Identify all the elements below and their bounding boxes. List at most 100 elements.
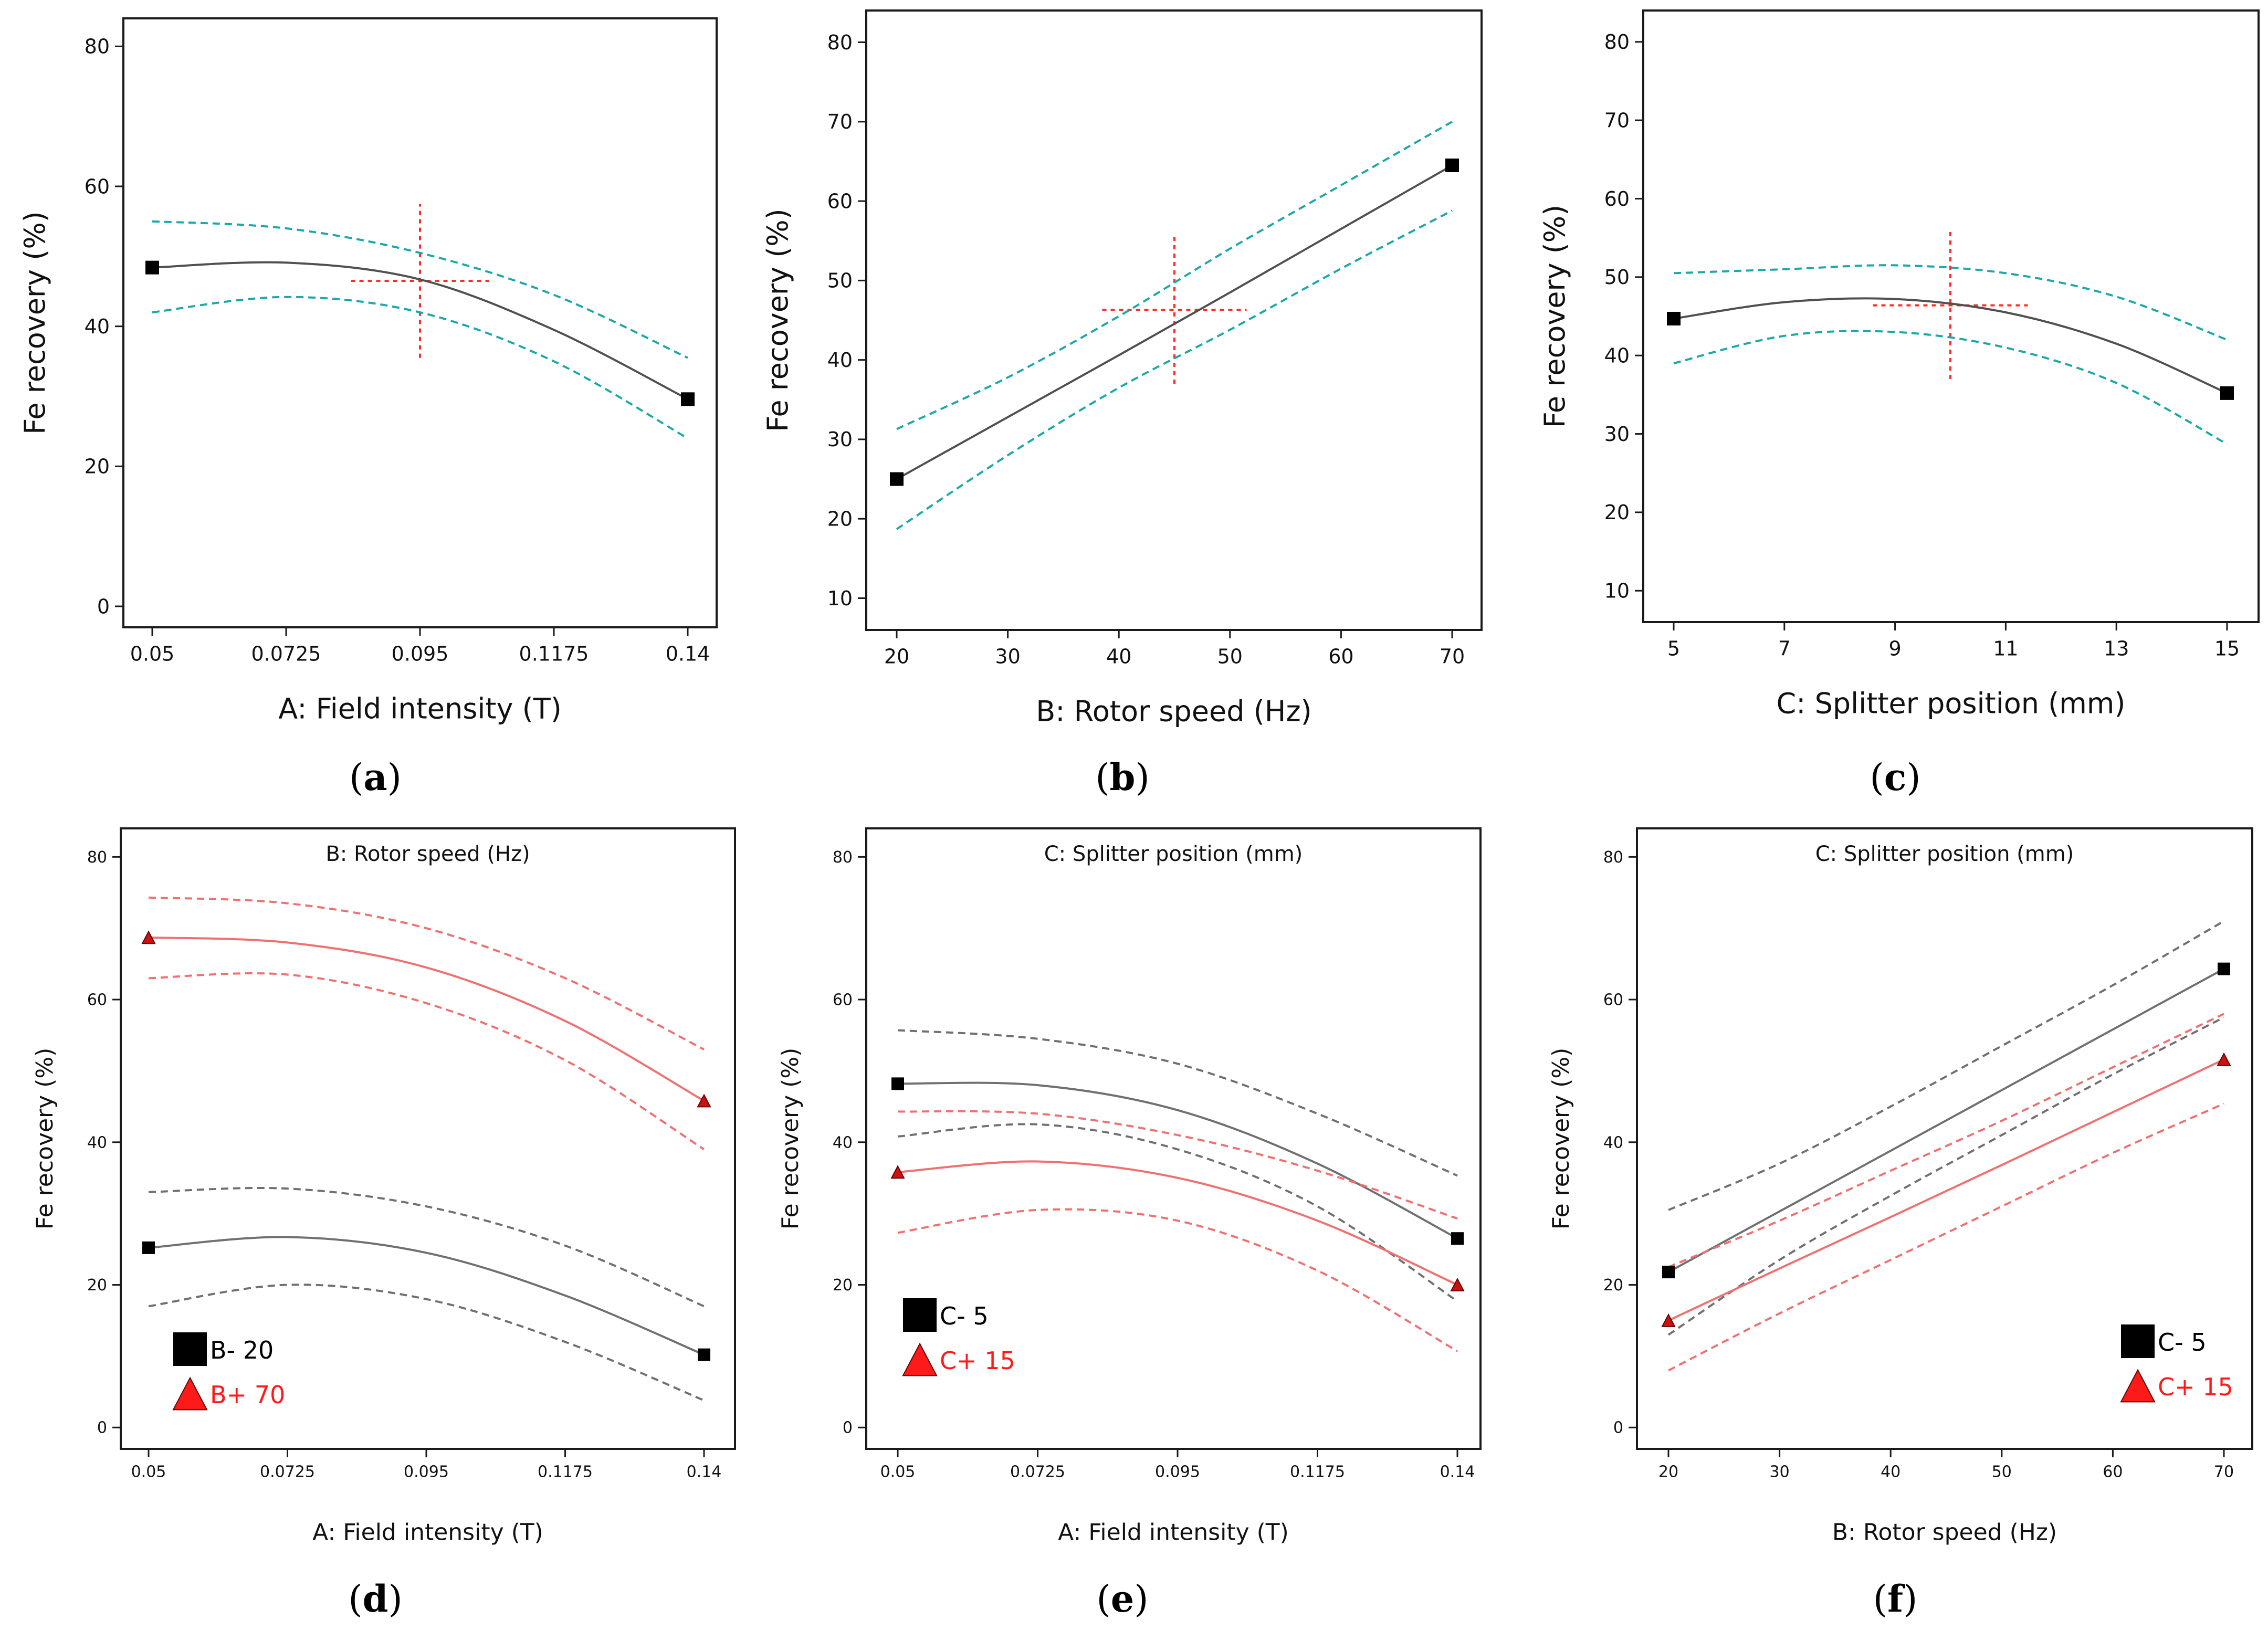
y-tick-label: 60 bbox=[85, 175, 110, 198]
chart-panel-f: 0 20 40 60 80 20 30 40 50 60 70 B: Rotor speed (Hz)… bbox=[1548, 827, 2253, 1546]
data-point-square bbox=[2220, 386, 2234, 400]
series-line-upper-95-ci bbox=[1673, 264, 2228, 341]
crosshair bbox=[1102, 233, 1247, 384]
y-axis-title: Fe recovery (%) bbox=[1538, 205, 1571, 428]
x-tick-label: 40 bbox=[1881, 1463, 1900, 1481]
series-line-lower-95-ci bbox=[896, 209, 1453, 530]
series-line-b-70 bbox=[148, 936, 705, 1102]
x-tick-label: 0.095 bbox=[1155, 1463, 1200, 1481]
x-tick-label: 70 bbox=[2214, 1463, 2234, 1481]
x-axis-title: B: Rotor speed (Hz) bbox=[1832, 1519, 2057, 1546]
series-line-lower-95-ci bbox=[152, 296, 688, 439]
x-tick-label: 0.095 bbox=[392, 643, 449, 666]
y-tick-label: 80 bbox=[1604, 30, 1630, 54]
y-tick-label: 40 bbox=[85, 315, 110, 338]
y-tick-label: 80 bbox=[827, 31, 853, 54]
x-tick-label: 30 bbox=[1770, 1463, 1790, 1481]
series-line-c-5 bbox=[1668, 968, 2224, 1273]
data-point-square bbox=[891, 1077, 904, 1090]
data-point-square bbox=[890, 472, 904, 486]
chart-panel-b: 10 20 30 40 50 60 70 80 20 30 40 50 60 70 B: Rotor spe… bbox=[761, 9, 1483, 728]
data-point-triangle bbox=[890, 1165, 905, 1179]
series-line-c-5-lower-ci bbox=[897, 1123, 1458, 1302]
y-tick-label: 70 bbox=[1604, 109, 1630, 132]
y-tick-label: 80 bbox=[1603, 848, 1623, 867]
legend-marker-square bbox=[173, 1332, 207, 1366]
series-line-b-20 bbox=[148, 1236, 705, 1356]
y-tick-label: 20 bbox=[833, 1276, 853, 1295]
x-tick-label: 0.05 bbox=[880, 1463, 916, 1481]
series-line-prediction bbox=[152, 261, 688, 401]
y-tick-label: 0 bbox=[1613, 1419, 1623, 1437]
y-tick-label: 80 bbox=[833, 848, 853, 867]
x-tick-label: 70 bbox=[1440, 645, 1465, 668]
x-tick-label: 20 bbox=[884, 645, 909, 668]
y-tick-label: 70 bbox=[827, 110, 853, 133]
y-tick-label: 20 bbox=[827, 508, 853, 531]
x-tick-label: 20 bbox=[1658, 1463, 1678, 1481]
y-tick-label: 40 bbox=[833, 1133, 853, 1152]
y-tick-label: 0 bbox=[843, 1419, 853, 1437]
x-tick-label: 0.14 bbox=[1440, 1463, 1475, 1481]
data-point-square bbox=[698, 1348, 710, 1361]
legend-label: C+ 15 bbox=[2158, 1373, 2233, 1401]
y-axis-title: Fe recovery (%) bbox=[1548, 1048, 1574, 1230]
y-axis-title: Fe recovery (%) bbox=[18, 211, 51, 434]
y-tick-label: 60 bbox=[1603, 991, 1623, 1009]
y-tick-label: 30 bbox=[1604, 423, 1630, 446]
legend: B- 20 B+ 70 bbox=[172, 1332, 285, 1411]
x-axis-title: B: Rotor speed (Hz) bbox=[1036, 695, 1312, 728]
series-line-c-5-lower-ci bbox=[1667, 1016, 2224, 1336]
y-axis-title: Fe recovery (%) bbox=[761, 208, 794, 432]
x-tick-label: 9 bbox=[1889, 637, 1902, 660]
plot-frame bbox=[120, 827, 736, 1450]
legend: C- 5 C+ 15 bbox=[902, 1298, 1015, 1376]
series-line-c-15 bbox=[897, 1160, 1458, 1286]
panel-title: B: Rotor speed (Hz) bbox=[326, 842, 530, 866]
x-tick-label: 0.1175 bbox=[1290, 1463, 1345, 1481]
panel-letter-b: (b) bbox=[1095, 755, 1150, 799]
panel-letter-f: (f) bbox=[1873, 1577, 1918, 1621]
series-line-c-5-upper-ci bbox=[1668, 920, 2225, 1211]
series-line-b-20-upper-ci bbox=[148, 1186, 705, 1308]
plot-frame bbox=[865, 827, 1482, 1450]
panel-letter-c: (c) bbox=[1870, 755, 1920, 799]
series-line-c-15-lower-ci bbox=[1668, 1102, 2224, 1372]
y-tick-label: 60 bbox=[827, 190, 853, 213]
crosshair bbox=[351, 204, 489, 358]
legend-marker-triangle bbox=[172, 1376, 208, 1411]
series-line-lower-95-ci bbox=[1673, 330, 2228, 445]
y-tick-label: 50 bbox=[827, 269, 853, 292]
legend-label: C- 5 bbox=[2158, 1328, 2207, 1356]
x-tick-label: 0.0725 bbox=[1010, 1463, 1065, 1481]
x-tick-label: 40 bbox=[1106, 645, 1131, 668]
data-point-triangle bbox=[1661, 1313, 1676, 1327]
panel-letter-e: (e) bbox=[1096, 1577, 1148, 1621]
x-tick-label: 0.0725 bbox=[251, 643, 321, 666]
y-tick-label: 60 bbox=[87, 991, 107, 1009]
x-tick-label: 11 bbox=[1993, 637, 2018, 660]
y-tick-label: 20 bbox=[87, 1276, 107, 1295]
plot-frame bbox=[1636, 827, 2253, 1450]
plot-frame bbox=[1642, 9, 2260, 623]
x-tick-label: 0.1175 bbox=[538, 1463, 593, 1481]
y-tick-label: 30 bbox=[827, 428, 853, 451]
series-line-c-5 bbox=[897, 1081, 1458, 1239]
data-point-square bbox=[1662, 1266, 1675, 1279]
x-tick-label: 0.14 bbox=[687, 1463, 722, 1481]
x-tick-label: 15 bbox=[2214, 637, 2240, 660]
series-line-upper-95-ci bbox=[896, 121, 1453, 430]
x-tick-label: 0.0725 bbox=[260, 1463, 315, 1481]
data-point-square bbox=[145, 260, 159, 275]
x-tick-label: 0.1175 bbox=[519, 643, 589, 666]
x-tick-label: 50 bbox=[1992, 1463, 2012, 1481]
data-point-square bbox=[142, 1241, 155, 1254]
plot-frame bbox=[865, 9, 1483, 631]
y-tick-label: 60 bbox=[1604, 187, 1630, 211]
legend-marker-triangle bbox=[902, 1342, 938, 1376]
data-point-square bbox=[1445, 159, 1459, 172]
series-line-upper-95-ci bbox=[152, 220, 688, 359]
y-tick-label: 40 bbox=[1604, 344, 1630, 367]
x-tick-label: 5 bbox=[1667, 637, 1680, 660]
chart-panel-c: 10 20 30 40 50 60 70 80 5 7 9 11 13 15 C: Splitter pos… bbox=[1538, 9, 2260, 720]
